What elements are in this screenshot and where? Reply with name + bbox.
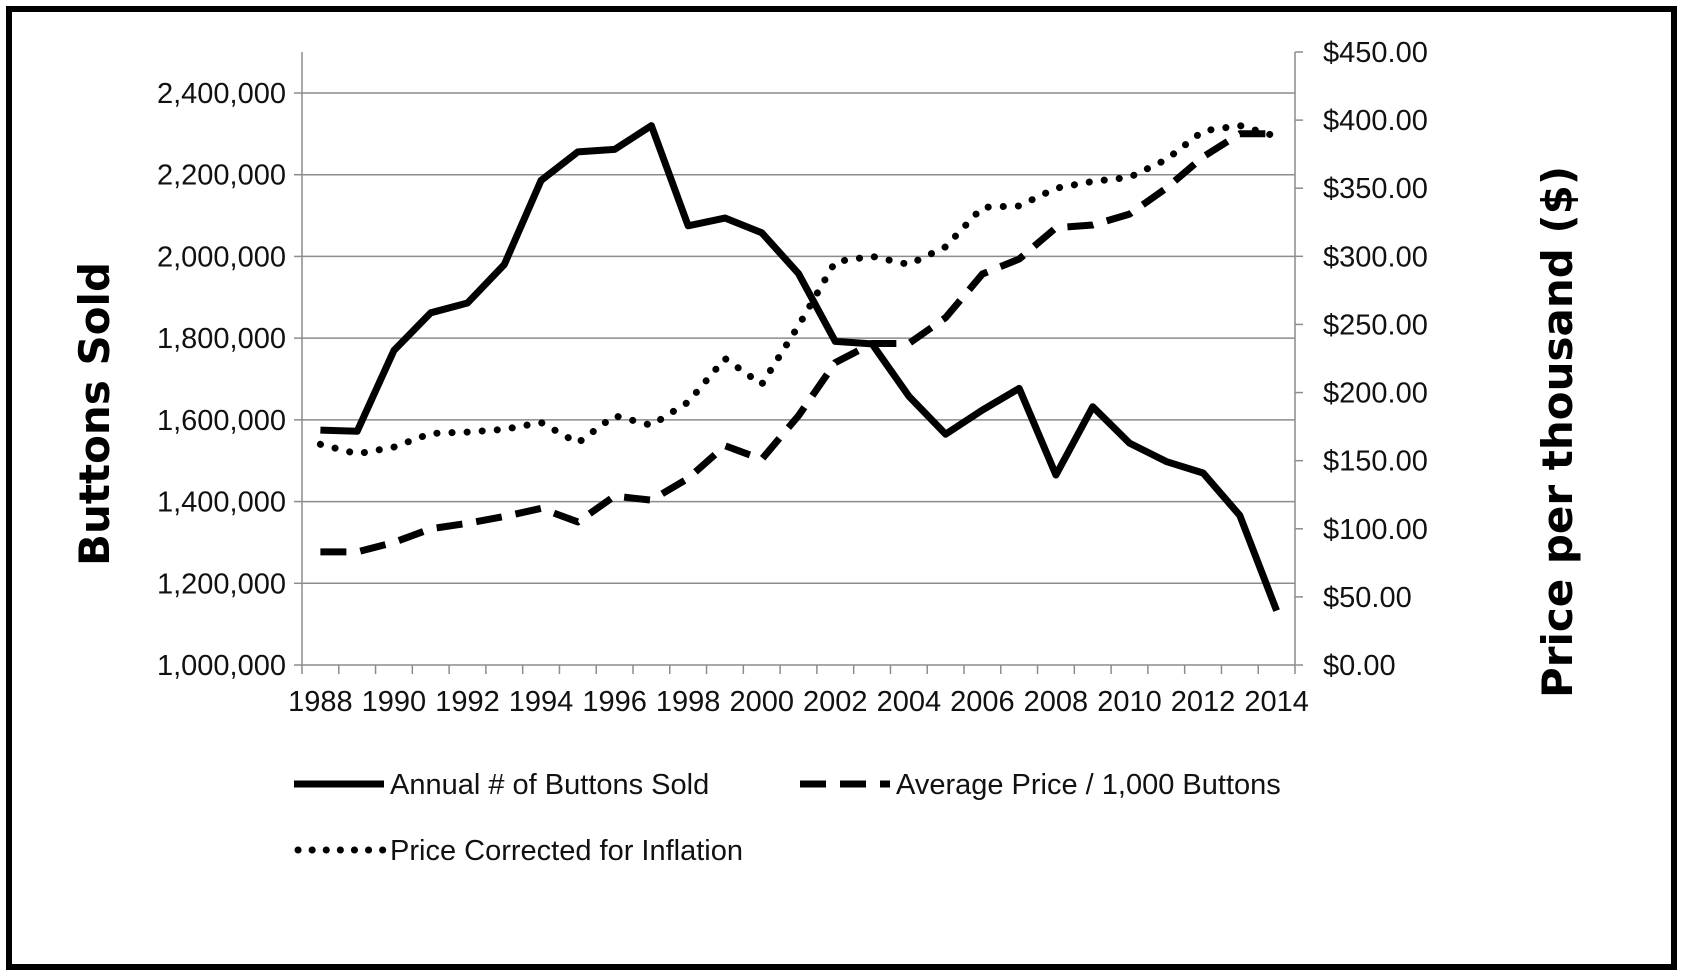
- y-left-tick-label: 2,400,000: [157, 78, 286, 110]
- legend-label: Annual # of Buttons Sold: [390, 769, 709, 801]
- y-right-tick-label: $400.00: [1323, 105, 1428, 137]
- x-tick-label: 1994: [509, 686, 574, 718]
- x-tick-label: 1990: [362, 686, 427, 718]
- series-line-solid: [320, 122, 1280, 612]
- x-tick-label: 2014: [1244, 686, 1309, 718]
- y-left-tick-label: 1,000,000: [157, 650, 286, 682]
- line-chart: 1,000,000 1,200,000 1,400,000 1,600,000 1,80…: [70, 37, 1582, 867]
- y-right-tick-label: $100.00: [1323, 514, 1428, 546]
- y-left-tick-label: 1,800,000: [157, 323, 286, 355]
- y-right-axis-title: Price per thousand ($): [1533, 166, 1582, 698]
- series-line-dotted: [316, 122, 1281, 458]
- x-tick-label: 1998: [656, 686, 721, 718]
- x-tick-label: 2008: [1024, 686, 1089, 718]
- y-left-tick-label: 1,600,000: [157, 405, 286, 437]
- y-right-tick-label: $150.00: [1323, 446, 1428, 478]
- series-line-dashed: [320, 130, 1277, 556]
- y-left-tick-label: 1,400,000: [157, 487, 286, 519]
- legend-label: Average Price / 1,000 Buttons: [896, 769, 1281, 801]
- legend-item-inflation-price: Price Corrected for Inflation: [294, 835, 743, 867]
- y-right-tick-label: $450.00: [1323, 37, 1428, 69]
- x-tick-label: 2012: [1171, 686, 1236, 718]
- legend-item-average-price: Average Price / 1,000 Buttons: [800, 769, 1281, 801]
- y-right-tick-label: $0.00: [1323, 650, 1396, 682]
- x-tick-label: 1996: [582, 686, 647, 718]
- y-right-tick-label: $50.00: [1323, 582, 1412, 614]
- x-tick-label: 2002: [803, 686, 868, 718]
- x-tick-label: 2006: [950, 686, 1015, 718]
- tick-labels: 1,000,000 1,200,000 1,400,000 1,600,000 1,80…: [157, 37, 1428, 718]
- x-tick-label: 1988: [288, 686, 353, 718]
- x-tick-label: 2000: [729, 686, 794, 718]
- x-tick-label: 2010: [1097, 686, 1162, 718]
- y-right-tick-label: $200.00: [1323, 378, 1428, 410]
- x-tick-label: 2004: [877, 686, 942, 718]
- legend-item-buttons-sold: Annual # of Buttons Sold: [294, 769, 709, 801]
- legend: Annual # of Buttons Sold Average Price /…: [294, 769, 1281, 867]
- x-tick-label: 1992: [435, 686, 500, 718]
- y-right-tick-label: $350.00: [1323, 173, 1428, 205]
- y-left-axis-title: Buttons Sold: [70, 262, 119, 566]
- axes: [294, 51, 1303, 674]
- y-left-tick-label: 2,200,000: [157, 160, 286, 192]
- y-right-tick-label: $250.00: [1323, 309, 1428, 341]
- y-right-tick-label: $300.00: [1323, 241, 1428, 273]
- y-left-tick-label: 2,000,000: [157, 241, 286, 273]
- chart-frame: 1,000,000 1,200,000 1,400,000 1,600,000 1,80…: [6, 6, 1677, 970]
- series-lines: [316, 122, 1281, 612]
- legend-label: Price Corrected for Inflation: [390, 835, 743, 867]
- y-left-tick-label: 1,200,000: [157, 568, 286, 600]
